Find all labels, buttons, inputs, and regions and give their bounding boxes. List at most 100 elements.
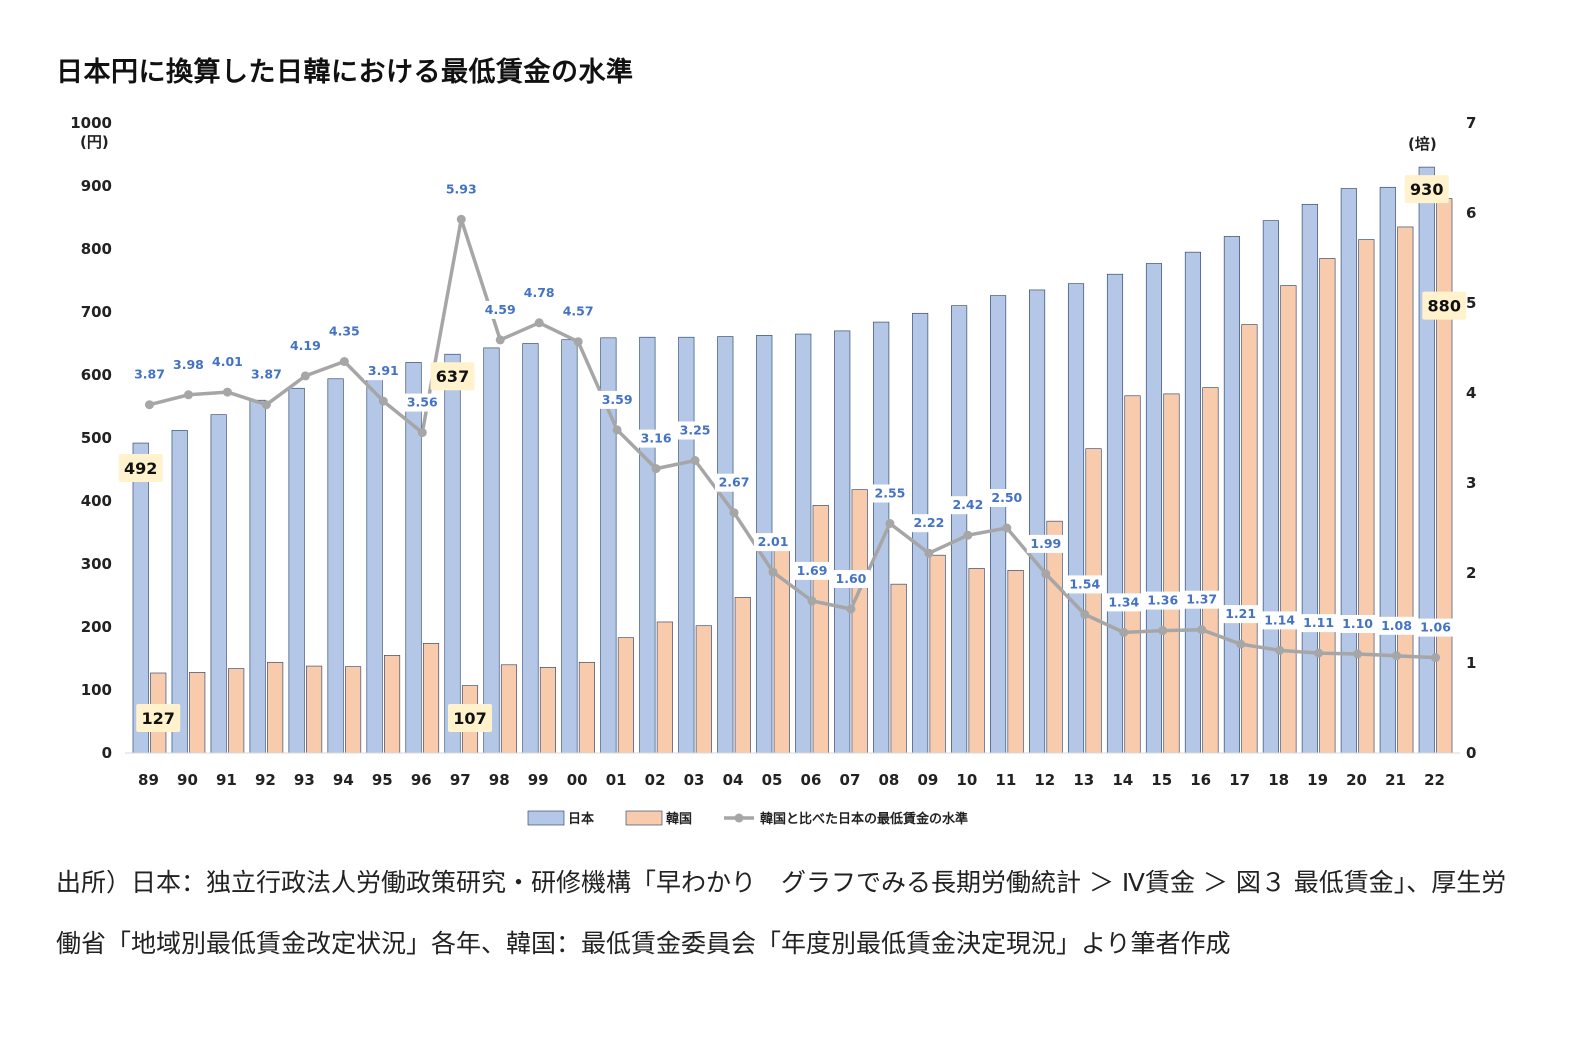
ratio-point: [300, 371, 310, 381]
bar-japan: [1223, 236, 1240, 754]
point-label: 1.10: [1342, 616, 1373, 631]
highlight-label: 492: [124, 459, 157, 478]
left-tick-label: 400: [81, 492, 112, 510]
highlight-label: 930: [1410, 180, 1443, 199]
point-label-bg: [831, 570, 870, 588]
x-tick-label: 20: [1346, 771, 1367, 789]
bar-japan: [1184, 251, 1201, 754]
left-tick-label: 0: [102, 744, 112, 762]
bar-japan: [444, 353, 461, 754]
bar-korea: [1436, 198, 1453, 754]
x-tick-label: 07: [840, 771, 861, 789]
ratio-point: [261, 400, 271, 410]
x-tick-label: 18: [1268, 771, 1289, 789]
x-tick-label: 13: [1073, 771, 1094, 789]
ratio-point: [1392, 651, 1402, 661]
highlight-label: 127: [142, 709, 175, 728]
bar-japan: [561, 339, 578, 754]
ratio-point: [1119, 627, 1129, 637]
bar-korea: [929, 554, 946, 754]
ratio-point: [651, 464, 661, 474]
ratio-point: [339, 357, 349, 366]
ratio-point: [417, 428, 427, 438]
x-tick-label: 19: [1307, 771, 1328, 789]
bar-japan: [1340, 188, 1357, 754]
left-tick-label: 500: [81, 429, 112, 447]
highlight-label-bg: [1422, 291, 1467, 320]
bar-japan: [717, 336, 734, 754]
point-label: 1.60: [836, 571, 867, 586]
ratio-point: [573, 337, 583, 347]
highlight-label-bg: [136, 704, 181, 732]
bar-japan: [873, 321, 890, 754]
left-tick-label: 300: [81, 555, 112, 573]
point-label-bg: [676, 421, 715, 440]
bar-korea: [267, 661, 284, 754]
highlight-label-bg: [118, 454, 163, 483]
bar-korea: [539, 667, 556, 754]
point-label: 4.01: [212, 354, 243, 369]
point-label-bg: [559, 302, 598, 321]
bar-korea: [189, 672, 206, 754]
right-tick-label: 6: [1466, 204, 1476, 222]
x-tick-label: 08: [878, 771, 899, 789]
bar-japan: [366, 370, 383, 754]
point-labels: 3.87 3.98 4.01 3.87 4.19 4.35 3.91 3.56 5.93 4.59…: [130, 180, 1455, 637]
bar-japan: [522, 343, 539, 754]
bar-korea: [1241, 324, 1258, 754]
point-label: 2.22: [913, 515, 944, 530]
bar-korea: [1358, 239, 1375, 754]
source-note: 出所）日本：独立行政法人労働政策研究・研修機構「早わかり グラフでみる長期労働統…: [56, 868, 1507, 958]
legend-line-marker: [734, 813, 744, 823]
bar-korea: [851, 489, 868, 754]
legend-swatch: [527, 810, 565, 826]
bar-korea: [968, 568, 985, 754]
x-tick-label: 12: [1034, 771, 1055, 789]
bar-japan: [795, 333, 812, 754]
bar-japan: [1145, 263, 1163, 754]
x-tick-label: 16: [1190, 771, 1211, 789]
bars: [132, 166, 1453, 754]
point-label: 2.50: [991, 490, 1022, 505]
point-label: 3.98: [173, 357, 204, 372]
point-label: 1.34: [1108, 594, 1139, 609]
right-axis: 0 1 2 3 4 5 6 7 (培): [1408, 114, 1476, 762]
right-tick-label: 0: [1466, 744, 1476, 762]
ratio-point: [1197, 625, 1207, 635]
bar-japan: [210, 414, 227, 754]
bar-japan: [1379, 186, 1396, 754]
ratio-point: [1353, 649, 1363, 659]
bar-korea: [578, 661, 595, 754]
x-tick-label: 93: [294, 771, 315, 789]
legend-label: 日本: [568, 811, 594, 827]
point-label-bg: [520, 283, 559, 302]
bar-japan: [249, 399, 266, 754]
x-tick-label: 99: [528, 771, 549, 789]
x-tick-label: 11: [995, 771, 1016, 789]
left-tick-label: 100: [81, 681, 112, 699]
point-label-bg: [1377, 616, 1416, 635]
legend-label: 韓国と比べた日本の最低賃金の水準: [760, 811, 968, 827]
x-tick-label: 95: [372, 771, 393, 789]
point-label: 4.35: [329, 324, 360, 339]
ratio-point: [690, 456, 700, 465]
bar-japan: [483, 347, 500, 754]
bar-japan: [327, 378, 344, 754]
bar-japan: [678, 336, 695, 754]
ratio-point: [1314, 648, 1324, 658]
bar-japan: [912, 312, 929, 754]
legend-swatch: [625, 810, 663, 826]
bar-japan: [834, 330, 851, 754]
bar-japan: [990, 295, 1007, 754]
x-tick-label: 94: [333, 771, 354, 789]
point-label: 3.25: [680, 423, 711, 438]
x-tick-label: 00: [567, 771, 588, 789]
right-tick-label: 5: [1466, 294, 1476, 312]
x-tick-label: 06: [801, 771, 822, 789]
point-label: 1.11: [1303, 615, 1334, 630]
point-label-bg: [130, 365, 169, 384]
ratio-point: [378, 396, 388, 406]
point-label-bg: [1104, 593, 1143, 612]
point-label: 3.59: [602, 392, 633, 407]
point-label: 4.57: [563, 304, 594, 319]
